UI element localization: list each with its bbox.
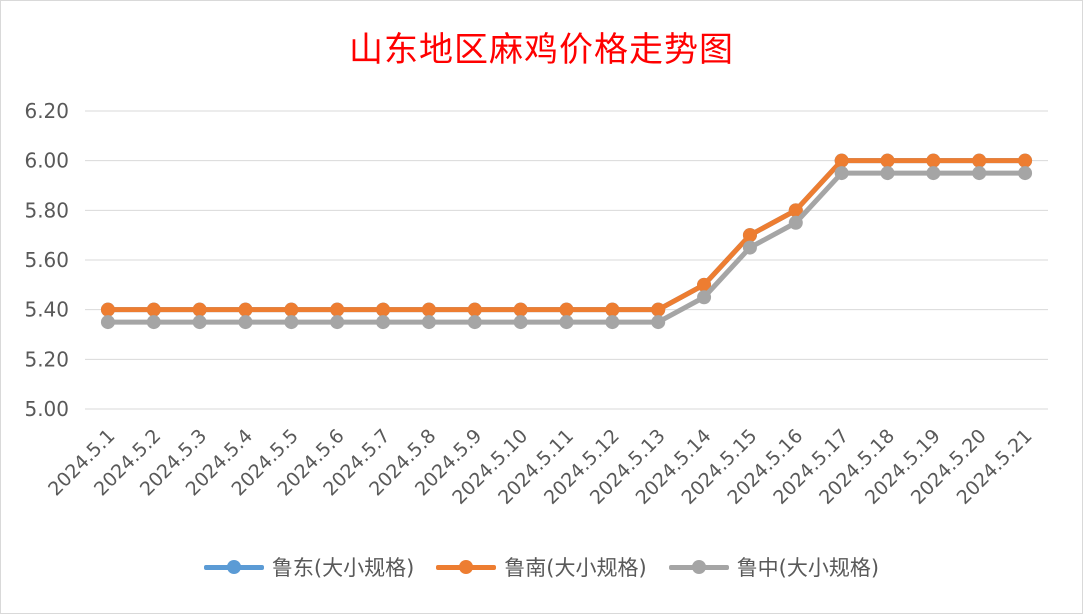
- legend-label: 鲁东(大小规格): [271, 556, 415, 580]
- data-point: [330, 315, 345, 330]
- y-tick-label: 6.00: [24, 149, 69, 173]
- data-point: [238, 315, 253, 330]
- data-point: [146, 315, 161, 330]
- data-point: [330, 302, 345, 317]
- data-point: [192, 302, 207, 317]
- series-line: [105, 158, 1028, 313]
- y-tick-label: 5.00: [24, 397, 69, 421]
- data-point: [926, 153, 941, 168]
- data-point: [146, 302, 161, 317]
- legend-label: 鲁南(大小规格): [504, 556, 647, 580]
- data-point: [651, 315, 666, 330]
- legend-marker: [459, 560, 474, 574]
- series-line: [105, 158, 1028, 313]
- legend-swatch: [668, 557, 729, 577]
- data-point: [559, 302, 574, 317]
- legend-marker: [691, 560, 706, 574]
- data-point: [1018, 166, 1033, 181]
- data-point: [467, 315, 482, 330]
- data-point: [742, 228, 757, 243]
- data-point: [421, 315, 436, 330]
- data-point: [880, 166, 895, 181]
- data-point: [788, 215, 803, 230]
- data-point: [100, 302, 115, 317]
- data-point: [834, 153, 849, 168]
- data-point: [697, 290, 712, 305]
- data-point: [284, 302, 299, 317]
- data-point: [834, 166, 849, 181]
- chart-title: 山东地区麻鸡价格走势图: [349, 30, 734, 70]
- data-point: [972, 153, 987, 168]
- data-point: [605, 302, 620, 317]
- data-point: [376, 302, 391, 317]
- data-point: [742, 240, 757, 255]
- legend-swatch: [203, 557, 264, 577]
- data-point: [284, 315, 299, 330]
- y-tick-label: 5.60: [24, 248, 69, 272]
- y-tick-label: 5.80: [24, 198, 69, 222]
- y-tick-label: 5.40: [24, 298, 69, 322]
- legend: 鲁东(大小规格) 鲁南(大小规格) 鲁中(大小规格): [0, 552, 1083, 582]
- legend-item[interactable]: 鲁东(大小规格): [203, 552, 415, 582]
- legend-swatch: [436, 557, 497, 577]
- data-point: [880, 153, 895, 168]
- data-point: [605, 315, 620, 330]
- data-point: [1018, 153, 1033, 168]
- legend-item[interactable]: 鲁中(大小规格): [668, 552, 880, 582]
- data-point: [513, 315, 528, 330]
- data-point: [192, 315, 207, 330]
- data-point: [651, 302, 666, 317]
- legend-item[interactable]: 鲁南(大小规格): [436, 552, 647, 582]
- data-point: [513, 302, 528, 317]
- data-point: [697, 277, 712, 292]
- legend-label: 鲁中(大小规格): [736, 556, 880, 580]
- series-line: [105, 170, 1028, 325]
- data-point: [100, 315, 115, 330]
- data-point: [238, 302, 253, 317]
- y-tick-label: 5.20: [24, 347, 69, 371]
- data-point: [926, 166, 941, 181]
- data-point: [788, 203, 803, 218]
- data-point: [376, 315, 391, 330]
- legend-marker: [226, 560, 241, 574]
- data-point: [972, 166, 987, 181]
- data-point: [559, 315, 574, 330]
- data-point: [421, 302, 436, 317]
- y-tick-label: 6.20: [24, 99, 69, 123]
- data-point: [467, 302, 482, 317]
